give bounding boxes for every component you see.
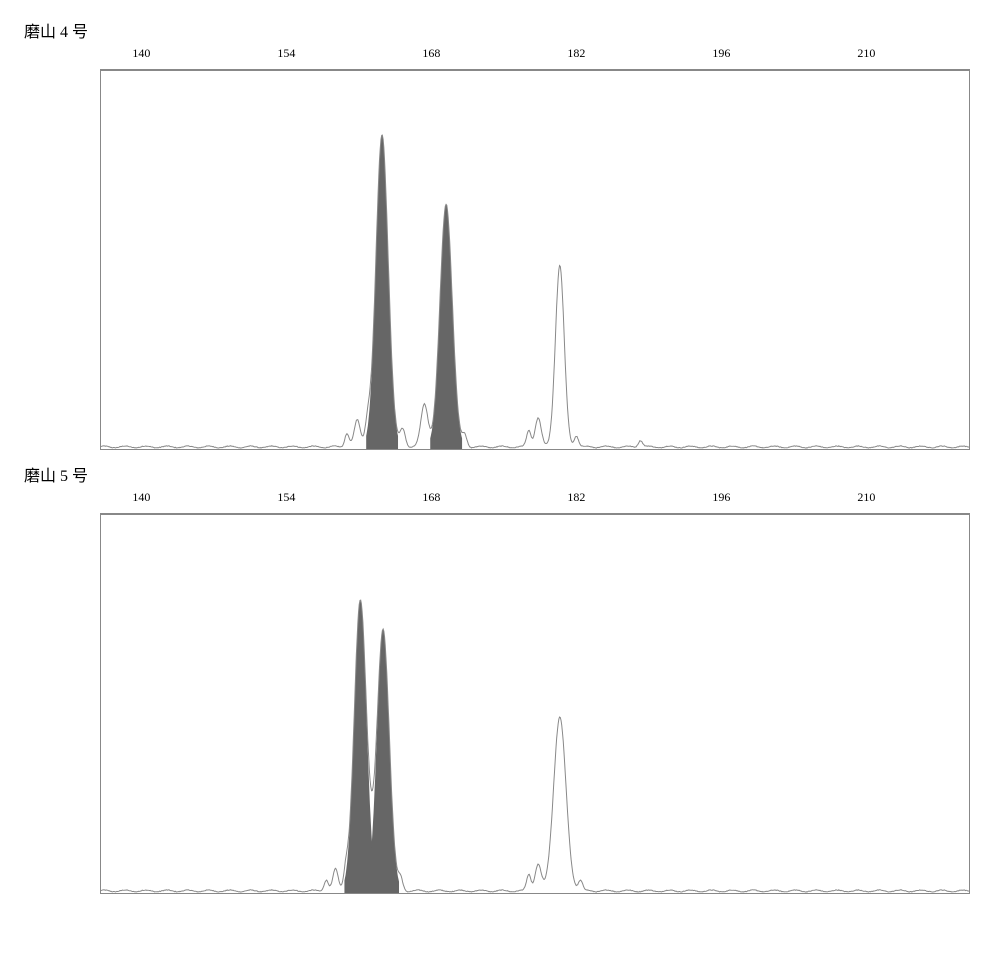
chart2-plot: 0400080001200016000200002400028000 [100, 514, 970, 894]
chart2-xaxis: 140 154 168 182 196 210 [100, 490, 970, 514]
filled-peak [367, 629, 399, 893]
xtick-label: 196 [712, 490, 730, 505]
xtick-label: 154 [277, 490, 295, 505]
filled-peak [366, 134, 398, 449]
chart1-wrap: 140 154 168 182 196 210 030006000900012000150… [80, 46, 980, 450]
trace-line [101, 600, 969, 892]
xtick-label: 168 [422, 490, 440, 505]
xtick-label: 154 [277, 46, 295, 61]
xtick-label: 182 [567, 46, 585, 61]
xtick-label: 196 [712, 46, 730, 61]
chart2-wrap: 140 154 168 182 196 210 040008000120001600020… [80, 490, 980, 894]
chart2-title: 磨山 5 号 [24, 462, 980, 486]
chart2-svg [101, 515, 969, 893]
xtick-label: 140 [132, 490, 150, 505]
xtick-label: 210 [857, 490, 875, 505]
trace-line [101, 135, 969, 448]
filled-peak [430, 204, 462, 449]
xtick-label: 140 [132, 46, 150, 61]
xtick-label: 210 [857, 46, 875, 61]
chart1-plot: 0300060009000120001500018000210002400027… [100, 70, 970, 450]
xtick-label: 168 [422, 46, 440, 61]
chart1-svg [101, 71, 969, 449]
chart1-title: 磨山 4 号 [24, 18, 980, 42]
chart1-xaxis: 140 154 168 182 196 210 [100, 46, 970, 70]
xtick-label: 182 [567, 490, 585, 505]
